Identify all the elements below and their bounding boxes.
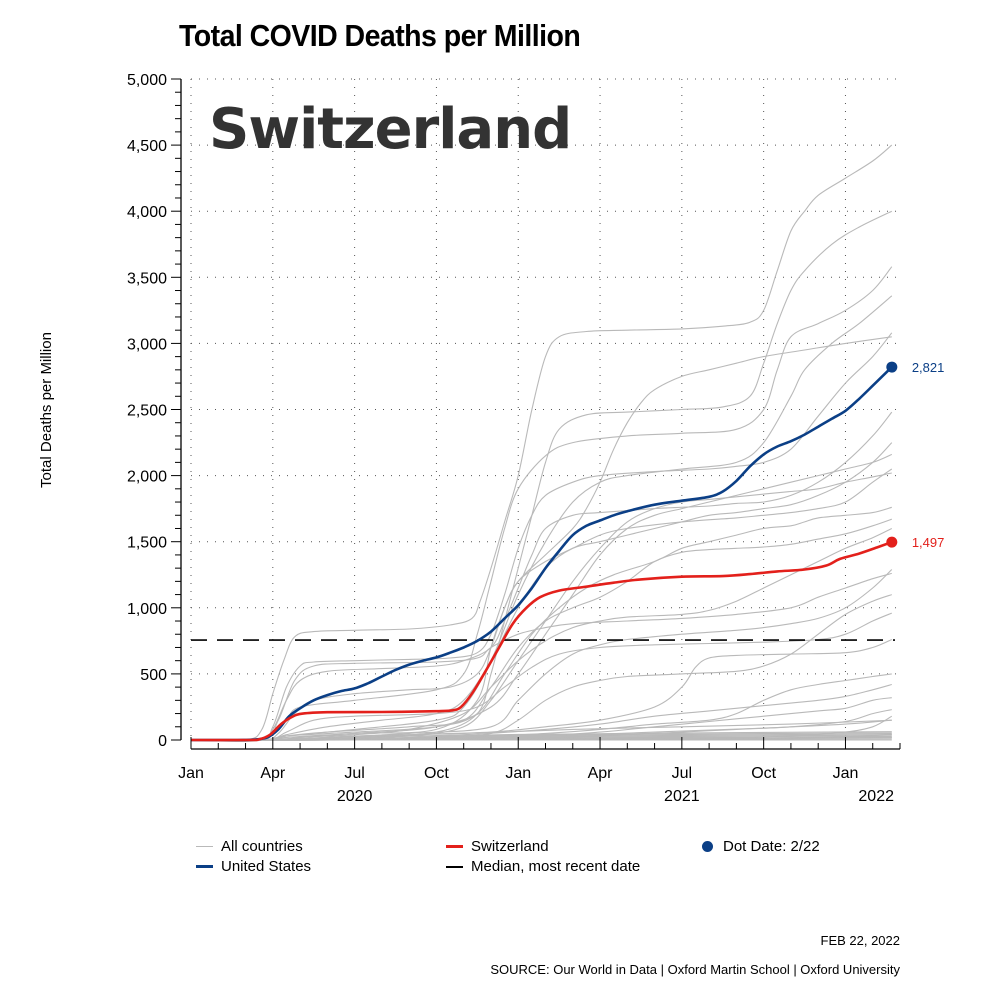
y-tick-label: 1,500 — [127, 535, 167, 552]
y-tick-label: 2,500 — [127, 403, 167, 420]
country-line — [190, 453, 893, 741]
x-year-label: 2022 — [858, 788, 894, 805]
highlighted-lines: 2,821 1,497 — [190, 360, 945, 742]
end-label-united-states: 2,821 — [912, 360, 945, 375]
country-line — [190, 528, 893, 741]
legend-item-dot-date: Dot Date: 2/22 — [702, 838, 820, 855]
y-tick-label: 500 — [140, 667, 167, 684]
country-line — [190, 572, 892, 743]
country-line — [190, 411, 893, 742]
end-label-switzerland: 1,497 — [912, 535, 945, 550]
x-year-label: 2021 — [664, 788, 700, 805]
y-axis: 0 500 1,000 1,500 2,000 2,500 3,000 3,500 4,000 4… — [127, 72, 182, 750]
gridlines — [190, 78, 897, 740]
x-tick-label: Oct — [424, 765, 449, 782]
country-line — [190, 210, 893, 741]
x-tick-label: Jul — [344, 765, 364, 782]
series-line-switzerland — [190, 540, 893, 742]
chart-title: Total COVID Deaths per Million — [179, 18, 581, 53]
legend-item-median: Median, most recent date — [446, 858, 640, 875]
legend: All countries United States Switzerland … — [196, 838, 916, 888]
legend-label: United States — [221, 858, 312, 875]
y-tick-label: 4,000 — [127, 204, 167, 221]
legend-item-united-states: United States — [196, 858, 311, 875]
legend-label: Dot Date: 2/22 — [723, 838, 820, 855]
country-line — [190, 506, 892, 741]
y-tick-label: 2,000 — [127, 469, 167, 486]
x-tick-label: Jan — [505, 765, 531, 782]
legend-item-all-countries: All countries — [196, 838, 303, 855]
x-tick-label: Oct — [751, 765, 776, 782]
dot-icon — [702, 841, 713, 852]
y-tick-label: 3,500 — [127, 270, 167, 287]
legend-label: Median, most recent date — [471, 858, 641, 875]
legend-label: All countries — [221, 838, 303, 855]
country-line — [190, 638, 893, 741]
footer-date: FEB 22, 2022 — [820, 933, 901, 948]
country-line — [190, 594, 892, 741]
y-tick-label: 5,000 — [127, 72, 167, 89]
country-line — [190, 442, 893, 741]
y-tick-label: 4,500 — [127, 138, 167, 155]
x-tick-label: Apr — [260, 765, 286, 782]
series-line-united-states — [190, 366, 893, 742]
country-line — [190, 336, 892, 741]
legend-label: Switzerland — [471, 838, 549, 855]
country-line — [190, 332, 893, 742]
y-tick-label: 0 — [158, 733, 167, 750]
country-watermark: Switzerland — [209, 97, 571, 162]
y-axis-label: Total Deaths per Million — [38, 332, 55, 488]
country-line — [190, 518, 892, 741]
x-axis: Jan Apr Jul 2020 Oct Jan Apr Jul 2021 Oct Jan 2022 — [178, 737, 901, 805]
x-year-label: 2020 — [337, 788, 373, 805]
country-line — [190, 683, 892, 741]
legend-swatch-united-states — [196, 865, 213, 868]
y-tick-label: 1,000 — [127, 601, 167, 618]
legend-swatch-median — [446, 865, 463, 868]
footer-source: SOURCE: Our World in Data | Oxford Marti… — [490, 962, 900, 977]
country-line — [190, 731, 892, 741]
legend-swatch-all-countries — [196, 846, 213, 847]
y-tick-label: 3,000 — [127, 336, 167, 353]
country-line — [190, 266, 893, 742]
country-line — [190, 295, 893, 741]
country-line — [190, 468, 893, 742]
country-line — [190, 144, 893, 742]
x-tick-label: Jul — [672, 765, 692, 782]
legend-swatch-switzerland — [446, 845, 463, 848]
x-tick-label: Apr — [588, 765, 614, 782]
legend-item-switzerland: Switzerland — [446, 838, 549, 855]
end-dot-switzerland — [886, 536, 898, 548]
all-countries-lines — [190, 144, 893, 743]
x-tick-label: Jan — [178, 765, 204, 782]
x-tick-label: Jan — [833, 765, 859, 782]
end-dot-united-states — [886, 361, 898, 373]
